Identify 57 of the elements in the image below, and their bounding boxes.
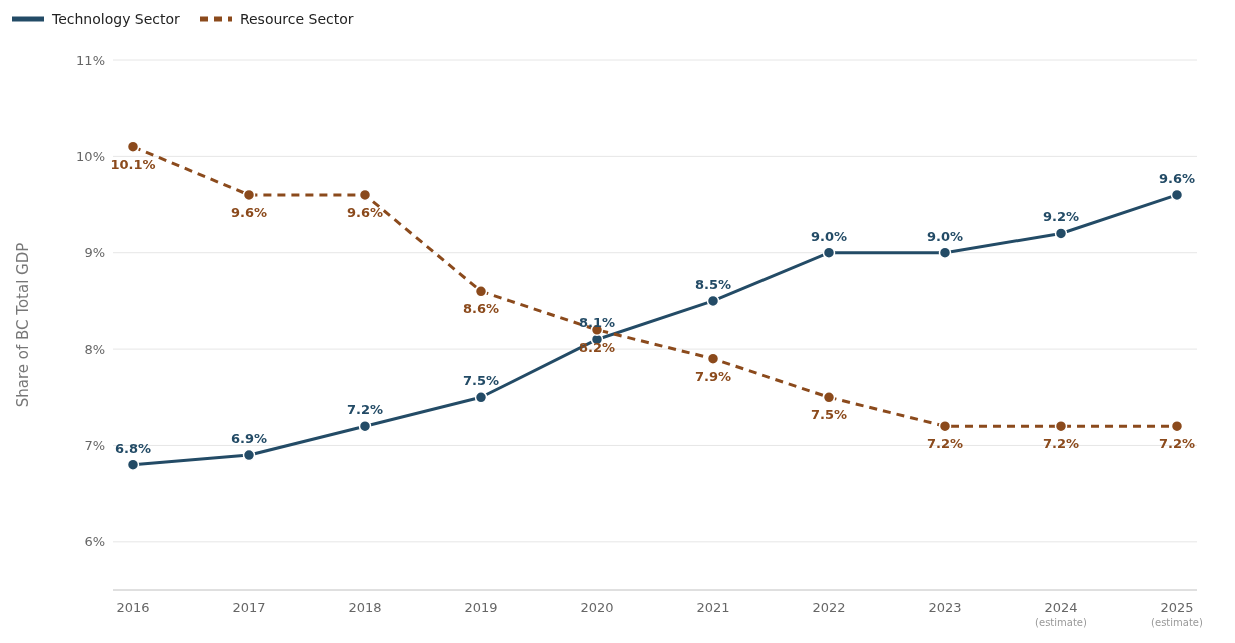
y-tick-label: 8%: [84, 341, 105, 357]
y-tick-label: 9%: [84, 245, 105, 261]
point: [1054, 419, 1068, 433]
point: [1054, 227, 1068, 240]
data-label: 9.0%: [926, 228, 964, 244]
data-label: 7.2%: [1042, 436, 1080, 452]
y-tick-label: 7%: [84, 438, 105, 454]
data-label: 10.1%: [110, 156, 156, 172]
point: [126, 140, 140, 153]
legend-label: Technology Sector: [52, 11, 180, 27]
data-label: 7.2%: [346, 402, 384, 418]
data-label: 7.9%: [694, 368, 732, 384]
data-label: 9.6%: [1158, 170, 1196, 186]
point: [242, 448, 256, 462]
y-axis-title: Share of BC Total GDP: [14, 242, 33, 408]
data-label: 6.8%: [114, 440, 152, 456]
x-tick-label: 2024 (estimate): [1035, 600, 1087, 628]
point: [706, 294, 720, 308]
y-tick-label: 6%: [84, 534, 105, 550]
data-label: 7.5%: [810, 407, 848, 423]
data-label: 8.5%: [694, 276, 732, 292]
point: [822, 246, 836, 259]
point: [474, 391, 488, 404]
legend-label: Resource Sector: [239, 11, 354, 27]
data-label: 9.2%: [1042, 209, 1080, 225]
data-label: 8.1%: [578, 315, 616, 331]
x-tick-label: 2018: [348, 600, 382, 615]
point: [126, 458, 140, 471]
point: [1170, 419, 1184, 433]
x-tick-label: 2016: [116, 600, 150, 615]
data-label: 7.2%: [1158, 436, 1196, 452]
point: [474, 285, 488, 298]
x-tick-label: 2025 (estimate): [1151, 600, 1203, 628]
data-label: 7.2%: [926, 436, 964, 452]
data-label: 6.9%: [230, 431, 268, 447]
point: [822, 391, 836, 404]
x-tick-label: 2020: [580, 600, 614, 615]
point: [358, 188, 372, 202]
y-tick-label: 11%: [76, 52, 105, 68]
data-label: 8.2%: [578, 339, 616, 355]
point: [938, 246, 952, 259]
point: [706, 352, 720, 365]
data-label: 7.5%: [462, 373, 500, 389]
x-tick-label: 2022: [812, 600, 846, 615]
point: [242, 188, 256, 202]
y-tick-label: 10%: [76, 148, 105, 164]
data-label: 9.0%: [810, 228, 848, 244]
x-tick-label: 2019: [464, 600, 498, 615]
data-label: 8.6%: [462, 301, 500, 317]
data-label: 9.6%: [230, 204, 268, 220]
data-label: 9.6%: [346, 204, 384, 220]
point: [358, 419, 372, 433]
point: [1170, 188, 1184, 202]
point: [938, 419, 952, 433]
x-tick-label: 2023: [928, 600, 962, 615]
x-tick-label: 2021: [696, 600, 730, 615]
x-tick-label: 2017: [232, 600, 266, 615]
